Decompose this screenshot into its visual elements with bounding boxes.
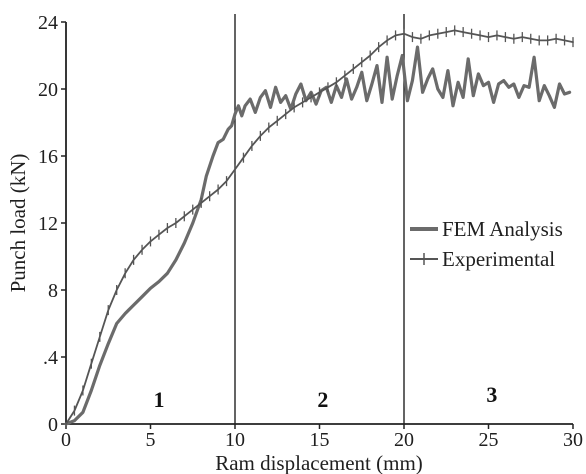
y-tick-label: 16 (38, 146, 58, 168)
x-tick-label: 25 (479, 429, 499, 451)
legend-label-experimental: Experimental (442, 247, 555, 271)
y-tick-label: 24 (38, 12, 58, 34)
y-tick-label: 0 (48, 414, 58, 436)
legend: FEM Analysis Experimental (410, 217, 563, 271)
y-tick-label: 8 (48, 280, 58, 302)
y-tick-label: .4 (43, 347, 58, 369)
y-axis-title: Punch load (kN) (6, 154, 30, 293)
x-tick-label: 30 (563, 429, 583, 451)
series-experimental (65, 25, 574, 425)
y-tick-label: 12 (38, 213, 58, 235)
region-labels: 1 2 3 (153, 382, 497, 412)
region-label-3: 3 (486, 382, 497, 407)
region-label-2: 2 (317, 387, 328, 412)
y-tick-label: 20 (38, 79, 58, 101)
region-label-1: 1 (153, 387, 164, 412)
x-tick-label: 15 (310, 429, 330, 451)
x-tick-label: 0 (61, 429, 71, 451)
x-tick-label: 20 (394, 429, 414, 451)
x-tick-label: 10 (225, 429, 245, 451)
y-axis-ticks: 0 .4 8 12 16 20 24 (38, 12, 66, 436)
legend-label-fem-analysis: FEM Analysis (442, 217, 563, 241)
x-tick-label: 5 (146, 429, 156, 451)
series-fem-analysis (64, 45, 572, 426)
x-axis-title: Ram displacement (mm) (215, 451, 423, 474)
series-line (64, 45, 572, 426)
x-axis-ticks: 0 5 10 15 20 25 30 (61, 424, 583, 451)
